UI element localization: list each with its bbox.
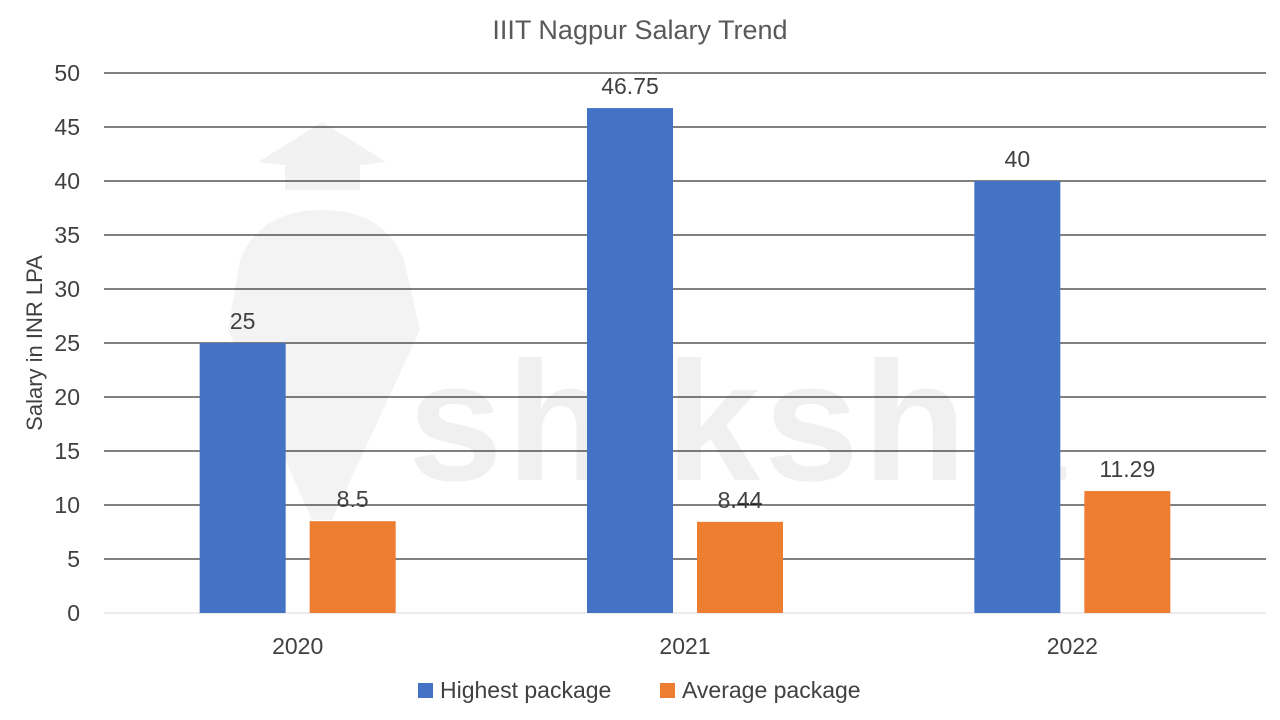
y-tick-label: 30 — [54, 276, 80, 302]
watermark-logo: shiksha — [228, 122, 1069, 520]
x-tick-label: 2022 — [1047, 633, 1098, 659]
y-tick-label: 15 — [54, 438, 80, 464]
data-label: 8.44 — [718, 487, 763, 513]
y-tick-label: 50 — [54, 60, 80, 86]
watermark-text: shiksha — [408, 327, 1069, 517]
y-tick-label: 0 — [67, 600, 80, 626]
data-labels: 25 8.5 46.75 8.44 40 11.29 — [230, 73, 1155, 513]
y-axis-label: Salary in INR LPA — [22, 255, 47, 431]
data-label: 46.75 — [601, 73, 659, 99]
legend-label: Highest package — [440, 677, 611, 703]
graduation-cap-icon — [258, 122, 386, 190]
x-axis-ticks: 2020 2021 2022 — [272, 633, 1098, 659]
legend: Highest package Average package — [418, 677, 861, 703]
bar — [697, 521, 783, 613]
x-tick-label: 2021 — [659, 633, 710, 659]
bars — [199, 108, 1171, 613]
y-tick-label: 25 — [54, 330, 80, 356]
y-tick-label: 35 — [54, 222, 80, 248]
data-label: 40 — [1005, 146, 1031, 172]
data-label: 25 — [230, 308, 256, 334]
data-label: 8.5 — [337, 486, 369, 512]
y-tick-label: 45 — [54, 114, 80, 140]
legend-swatch — [418, 683, 433, 698]
bar — [309, 521, 396, 613]
legend-swatch — [660, 683, 675, 698]
y-tick-label: 20 — [54, 384, 80, 410]
y-tick-label: 5 — [67, 546, 80, 572]
y-axis-ticks: 0 5 10 15 20 25 30 35 40 45 50 — [54, 60, 80, 626]
chart-title: IIIT Nagpur Salary Trend — [492, 15, 787, 45]
bar — [199, 343, 286, 613]
gridlines — [104, 72, 1266, 614]
legend-label: Average package — [682, 677, 861, 703]
bar — [1084, 491, 1171, 613]
y-tick-label: 10 — [54, 492, 80, 518]
x-tick-label: 2020 — [272, 633, 323, 659]
data-label: 11.29 — [1099, 456, 1155, 482]
bar — [587, 108, 673, 613]
bar — [974, 181, 1061, 613]
y-tick-label: 40 — [54, 168, 80, 194]
pen-nib-icon — [228, 210, 420, 520]
